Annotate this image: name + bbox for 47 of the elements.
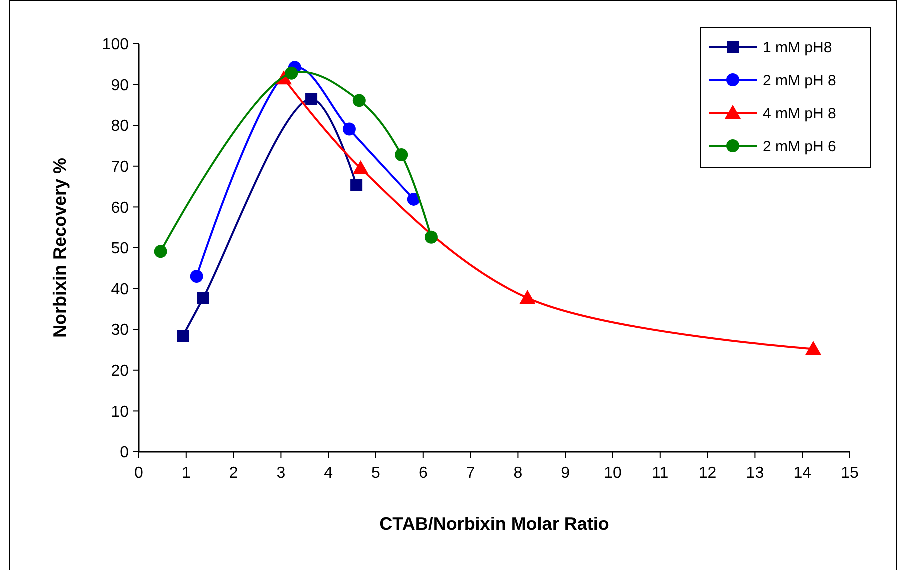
x-tick-label: 10 xyxy=(604,465,622,482)
y-tick-label: 60 xyxy=(111,200,130,217)
x-tick-label: 7 xyxy=(466,465,476,482)
point xyxy=(352,160,369,174)
x-tick-label: 0 xyxy=(134,465,144,482)
y-tick-label: 90 xyxy=(111,77,130,94)
point xyxy=(350,179,363,192)
legend-label: 2 mM pH 6 xyxy=(763,138,836,156)
point xyxy=(190,270,204,284)
y-tick-label: 70 xyxy=(111,159,130,176)
x-tick-label: 1 xyxy=(182,465,191,482)
y-axis-title: Norbixin Recovery % xyxy=(50,158,70,338)
x-tick-label: 8 xyxy=(514,465,523,482)
point xyxy=(806,341,822,356)
legend-label: 4 mM pH 8 xyxy=(763,105,836,122)
point xyxy=(395,148,408,162)
y-tick-label: 30 xyxy=(111,322,130,340)
point xyxy=(520,290,536,304)
y-tick-label: 10 xyxy=(111,404,130,421)
x-tick-label: 9 xyxy=(561,465,570,482)
legend-label: 1 mM pH8 xyxy=(763,39,832,56)
x-tick-label: 2 xyxy=(229,465,238,482)
y-tick-label: 0 xyxy=(120,444,130,462)
y-tick-label: 80 xyxy=(111,118,130,136)
x-tick-label: 5 xyxy=(372,465,381,482)
point xyxy=(177,330,190,342)
point xyxy=(285,66,298,80)
x-tick-label: 15 xyxy=(841,465,859,482)
x-tick-label: 12 xyxy=(698,465,717,482)
point xyxy=(424,230,438,244)
x-tick-label: 4 xyxy=(324,465,334,482)
y-tick-label: 50 xyxy=(111,240,130,258)
point xyxy=(352,94,366,108)
x-tick-label: 11 xyxy=(652,465,669,482)
point xyxy=(342,122,356,136)
x-tick-label: 13 xyxy=(746,465,764,482)
point xyxy=(154,245,168,258)
x-tick-label: 6 xyxy=(418,465,428,482)
point xyxy=(197,292,210,304)
y-tick-label: 100 xyxy=(102,36,130,54)
x-tick-label: 14 xyxy=(794,465,812,482)
y-tick-label: 40 xyxy=(111,281,130,298)
x-tick-label: 3 xyxy=(276,465,286,482)
legend-label: 2 mM pH 8 xyxy=(763,72,836,90)
point xyxy=(306,93,318,106)
y-tick-label: 20 xyxy=(111,363,130,380)
x-axis-title: CTAB/Norbixin Molar Ratio xyxy=(380,514,610,534)
